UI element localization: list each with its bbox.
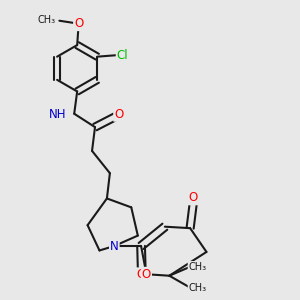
Text: N: N (110, 239, 119, 253)
Text: O: O (74, 17, 83, 30)
Text: O: O (136, 268, 146, 281)
Text: CH₃: CH₃ (188, 283, 207, 292)
Text: CH₃: CH₃ (38, 15, 56, 25)
Text: NH: NH (49, 108, 67, 121)
Text: O: O (188, 191, 198, 204)
Text: O: O (114, 108, 123, 121)
Text: Cl: Cl (117, 49, 128, 62)
Text: CH₃: CH₃ (188, 262, 207, 272)
Text: O: O (142, 268, 151, 281)
